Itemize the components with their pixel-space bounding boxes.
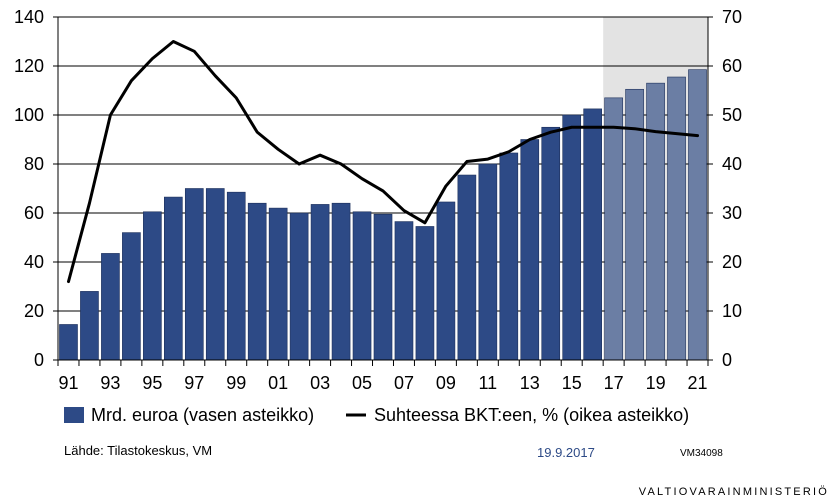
left-axis: 0 20 40 60 80 100 120 140: [14, 7, 58, 370]
x-tick-label: 01: [268, 373, 288, 393]
right-tick-label: 50: [722, 105, 742, 125]
bar-98: [205, 188, 225, 361]
bar-21: [688, 69, 707, 361]
left-tick-label: 20: [24, 301, 44, 321]
x-tick-label: 95: [142, 373, 162, 393]
source-note: Lähde: Tilastokeskus, VM: [64, 443, 212, 458]
bar-08: [415, 226, 435, 361]
bar-16: [583, 108, 602, 361]
bar-15: [562, 114, 582, 361]
publish-date: 19.9.2017: [537, 445, 595, 460]
bar-13: [520, 139, 540, 361]
right-tick-label: 30: [722, 203, 742, 223]
right-axis: 0 10 20 30 40 50 60 70: [708, 7, 742, 370]
left-tick-label: 120: [14, 56, 44, 76]
x-tick-label: 97: [184, 373, 204, 393]
x-tick-label: 09: [436, 373, 456, 393]
bar-05: [352, 211, 372, 361]
bar-01: [268, 207, 288, 361]
bar-97: [184, 188, 204, 361]
bar-12: [499, 152, 519, 361]
bar-99: [226, 191, 246, 361]
bar-11: [478, 163, 498, 361]
legend-bar-label: Mrd. euroa (vasen asteikko): [91, 405, 314, 425]
left-tick-label: 40: [24, 252, 44, 272]
x-tick-label: 19: [646, 373, 666, 393]
bar-17: [604, 97, 623, 361]
right-tick-label: 20: [722, 252, 742, 272]
ministry-brand: VALTIOVARAINMINISTERIÖ: [639, 486, 829, 498]
plot-frame: [57, 16, 709, 361]
x-tick-label: 07: [394, 373, 414, 393]
bar-03: [310, 204, 330, 361]
gdp-ratio-line: [66, 40, 700, 284]
x-tick-label: 93: [100, 373, 120, 393]
left-tick-label: 60: [24, 203, 44, 223]
bar-06: [373, 213, 393, 361]
x-tick-label: 17: [604, 373, 624, 393]
bar-04: [331, 202, 351, 361]
bar-19: [646, 82, 665, 361]
bar-07: [394, 221, 414, 361]
bar-94: [122, 232, 141, 361]
left-tick-label: 140: [14, 7, 44, 27]
bar-00: [247, 202, 267, 361]
bar-91: [59, 324, 78, 361]
bar-92: [80, 291, 99, 361]
x-tick-label: 91: [58, 373, 78, 393]
x-tick-label: 03: [310, 373, 330, 393]
bar-14: [541, 126, 561, 361]
bar-95: [143, 211, 162, 361]
left-tick-label: 100: [14, 105, 44, 125]
chart-code: VM34098: [680, 448, 723, 459]
x-tick-label: 13: [520, 373, 540, 393]
legend-bar-swatch: [64, 407, 84, 423]
x-tick-label: 99: [226, 373, 246, 393]
legend-line-label: Suhteessa BKT:een, % (oikea asteikko): [374, 405, 689, 425]
bar-20: [667, 76, 686, 361]
x-tick-label: 21: [688, 373, 708, 393]
right-tick-label: 0: [722, 350, 732, 370]
bar-02: [289, 212, 309, 361]
x-tick-label: 11: [478, 373, 497, 393]
right-tick-label: 40: [722, 154, 742, 174]
bar-93: [101, 253, 120, 361]
x-tick-label: 05: [352, 373, 372, 393]
x-axis: 91 93 95 97 99 01 03 05 07 09 11 13 15 17 19 21: [57, 360, 709, 393]
right-tick-label: 10: [722, 301, 742, 321]
x-tick-label: 15: [562, 373, 582, 393]
bar-09: [436, 201, 456, 361]
left-tick-label: 80: [24, 154, 44, 174]
left-tick-label: 0: [34, 350, 44, 370]
right-tick-label: 70: [722, 7, 742, 27]
right-tick-label: 60: [722, 56, 742, 76]
bars: [59, 69, 707, 361]
bar-96: [164, 196, 183, 361]
bar-10: [457, 174, 477, 361]
